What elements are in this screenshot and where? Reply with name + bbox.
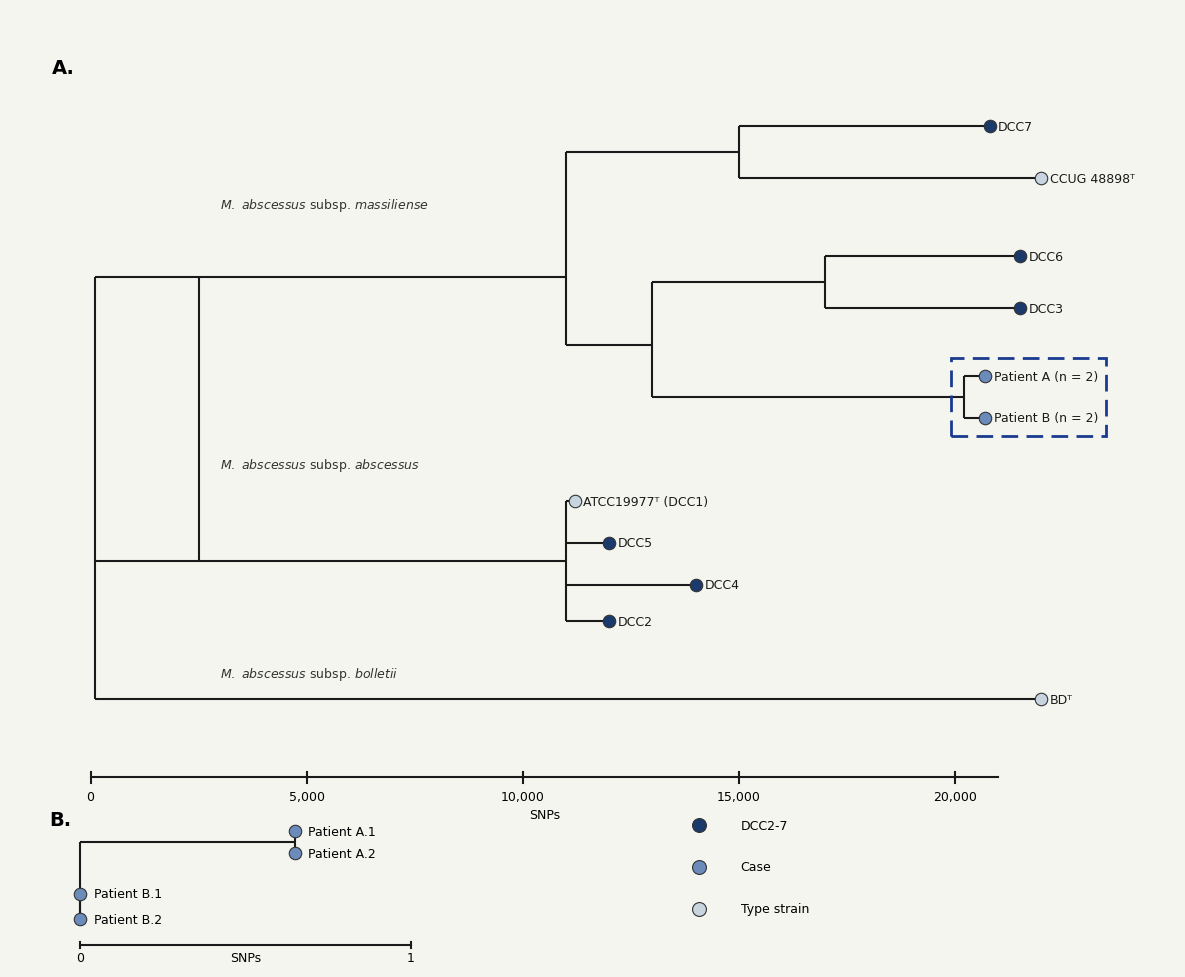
Text: 0: 0 bbox=[87, 790, 95, 804]
Text: CCUG 48898ᵀ: CCUG 48898ᵀ bbox=[1050, 173, 1135, 186]
Text: DCC2-7: DCC2-7 bbox=[741, 819, 788, 832]
Text: B.: B. bbox=[49, 810, 71, 828]
Text: SNPs: SNPs bbox=[529, 808, 561, 822]
Text: 5,000: 5,000 bbox=[289, 790, 325, 804]
Text: Type strain: Type strain bbox=[741, 902, 809, 915]
Text: DCC6: DCC6 bbox=[1029, 250, 1063, 264]
Text: DCC5: DCC5 bbox=[617, 537, 653, 550]
Text: Patient B.2: Patient B.2 bbox=[94, 913, 162, 925]
Text: DCC4: DCC4 bbox=[704, 578, 739, 591]
Text: 10,000: 10,000 bbox=[501, 790, 545, 804]
Text: A.: A. bbox=[52, 60, 75, 78]
Text: 1: 1 bbox=[406, 951, 415, 964]
Text: SNPs: SNPs bbox=[230, 951, 261, 964]
Text: $\it{M.\ abscessus}$ subsp. $\it{massiliense}$: $\it{M.\ abscessus}$ subsp. $\it{massili… bbox=[220, 196, 429, 214]
Text: Case: Case bbox=[741, 861, 771, 873]
Text: 20,000: 20,000 bbox=[933, 790, 976, 804]
Text: Patient A.1: Patient A.1 bbox=[308, 825, 376, 838]
Text: 0: 0 bbox=[77, 951, 84, 964]
Text: $\it{M.\ abscessus}$ subsp. $\it{abscessus}$: $\it{M.\ abscessus}$ subsp. $\it{abscess… bbox=[220, 457, 421, 474]
Text: DCC2: DCC2 bbox=[617, 615, 653, 628]
Text: Patient B.1: Patient B.1 bbox=[94, 887, 162, 900]
Text: BDᵀ: BDᵀ bbox=[1050, 693, 1074, 706]
Text: Patient A.2: Patient A.2 bbox=[308, 847, 376, 860]
Text: Patient A (n = 2): Patient A (n = 2) bbox=[994, 370, 1098, 383]
Text: Patient B (n = 2): Patient B (n = 2) bbox=[994, 412, 1098, 425]
Text: 15,000: 15,000 bbox=[717, 790, 761, 804]
Text: DCC7: DCC7 bbox=[998, 120, 1033, 134]
Text: $\it{M.\ abscessus}$ subsp. $\it{bolletii}$: $\it{M.\ abscessus}$ subsp. $\it{bolleti… bbox=[220, 665, 398, 682]
Text: ATCC19977ᵀ (DCC1): ATCC19977ᵀ (DCC1) bbox=[583, 495, 709, 508]
Text: DCC3: DCC3 bbox=[1029, 303, 1063, 316]
